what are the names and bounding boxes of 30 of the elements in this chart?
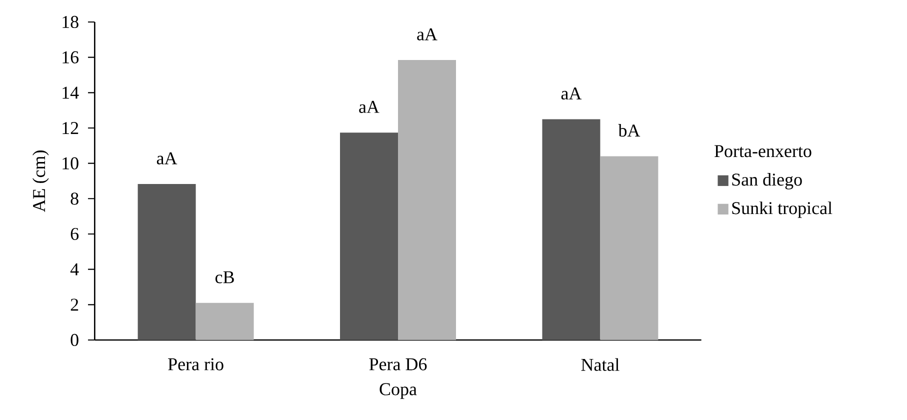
bar (138, 184, 196, 340)
legend-label: San diego (732, 173, 802, 190)
bar (600, 156, 658, 340)
bar (340, 132, 398, 340)
y-tick-label: 10 (62, 157, 78, 170)
y-tick-label: 12 (62, 122, 78, 134)
legend-label: Sunki tropical (732, 202, 832, 218)
y-tick-label: 6 (70, 228, 79, 240)
x-axis-title: Copa (380, 383, 417, 399)
y-tick-label: 14 (62, 86, 79, 99)
y-tick-label: 18 (62, 16, 78, 28)
x-tick-label: Pera D6 (369, 358, 427, 370)
bar (196, 302, 254, 340)
annotation: aA (156, 152, 178, 164)
y-tick-label: 16 (62, 51, 79, 64)
y-tick-label: 0 (70, 334, 78, 346)
legend-title: Porta-enxerto (714, 145, 812, 158)
annotation: aA (359, 100, 380, 113)
y-tick-label: 4 (70, 263, 79, 276)
y-tick-label: 2 (70, 298, 78, 311)
annotation: cB (215, 271, 234, 284)
bar (542, 119, 600, 340)
y-tick-label: 8 (70, 192, 78, 205)
x-tick-label: Natal (581, 358, 620, 371)
annotation: aA (561, 88, 582, 100)
y-axis-title: AE (cm) (32, 150, 49, 212)
annotation: aA (417, 28, 438, 40)
x-tick-label: Pera rio (168, 358, 224, 370)
annotation: bA (618, 124, 640, 137)
bar (398, 60, 456, 340)
